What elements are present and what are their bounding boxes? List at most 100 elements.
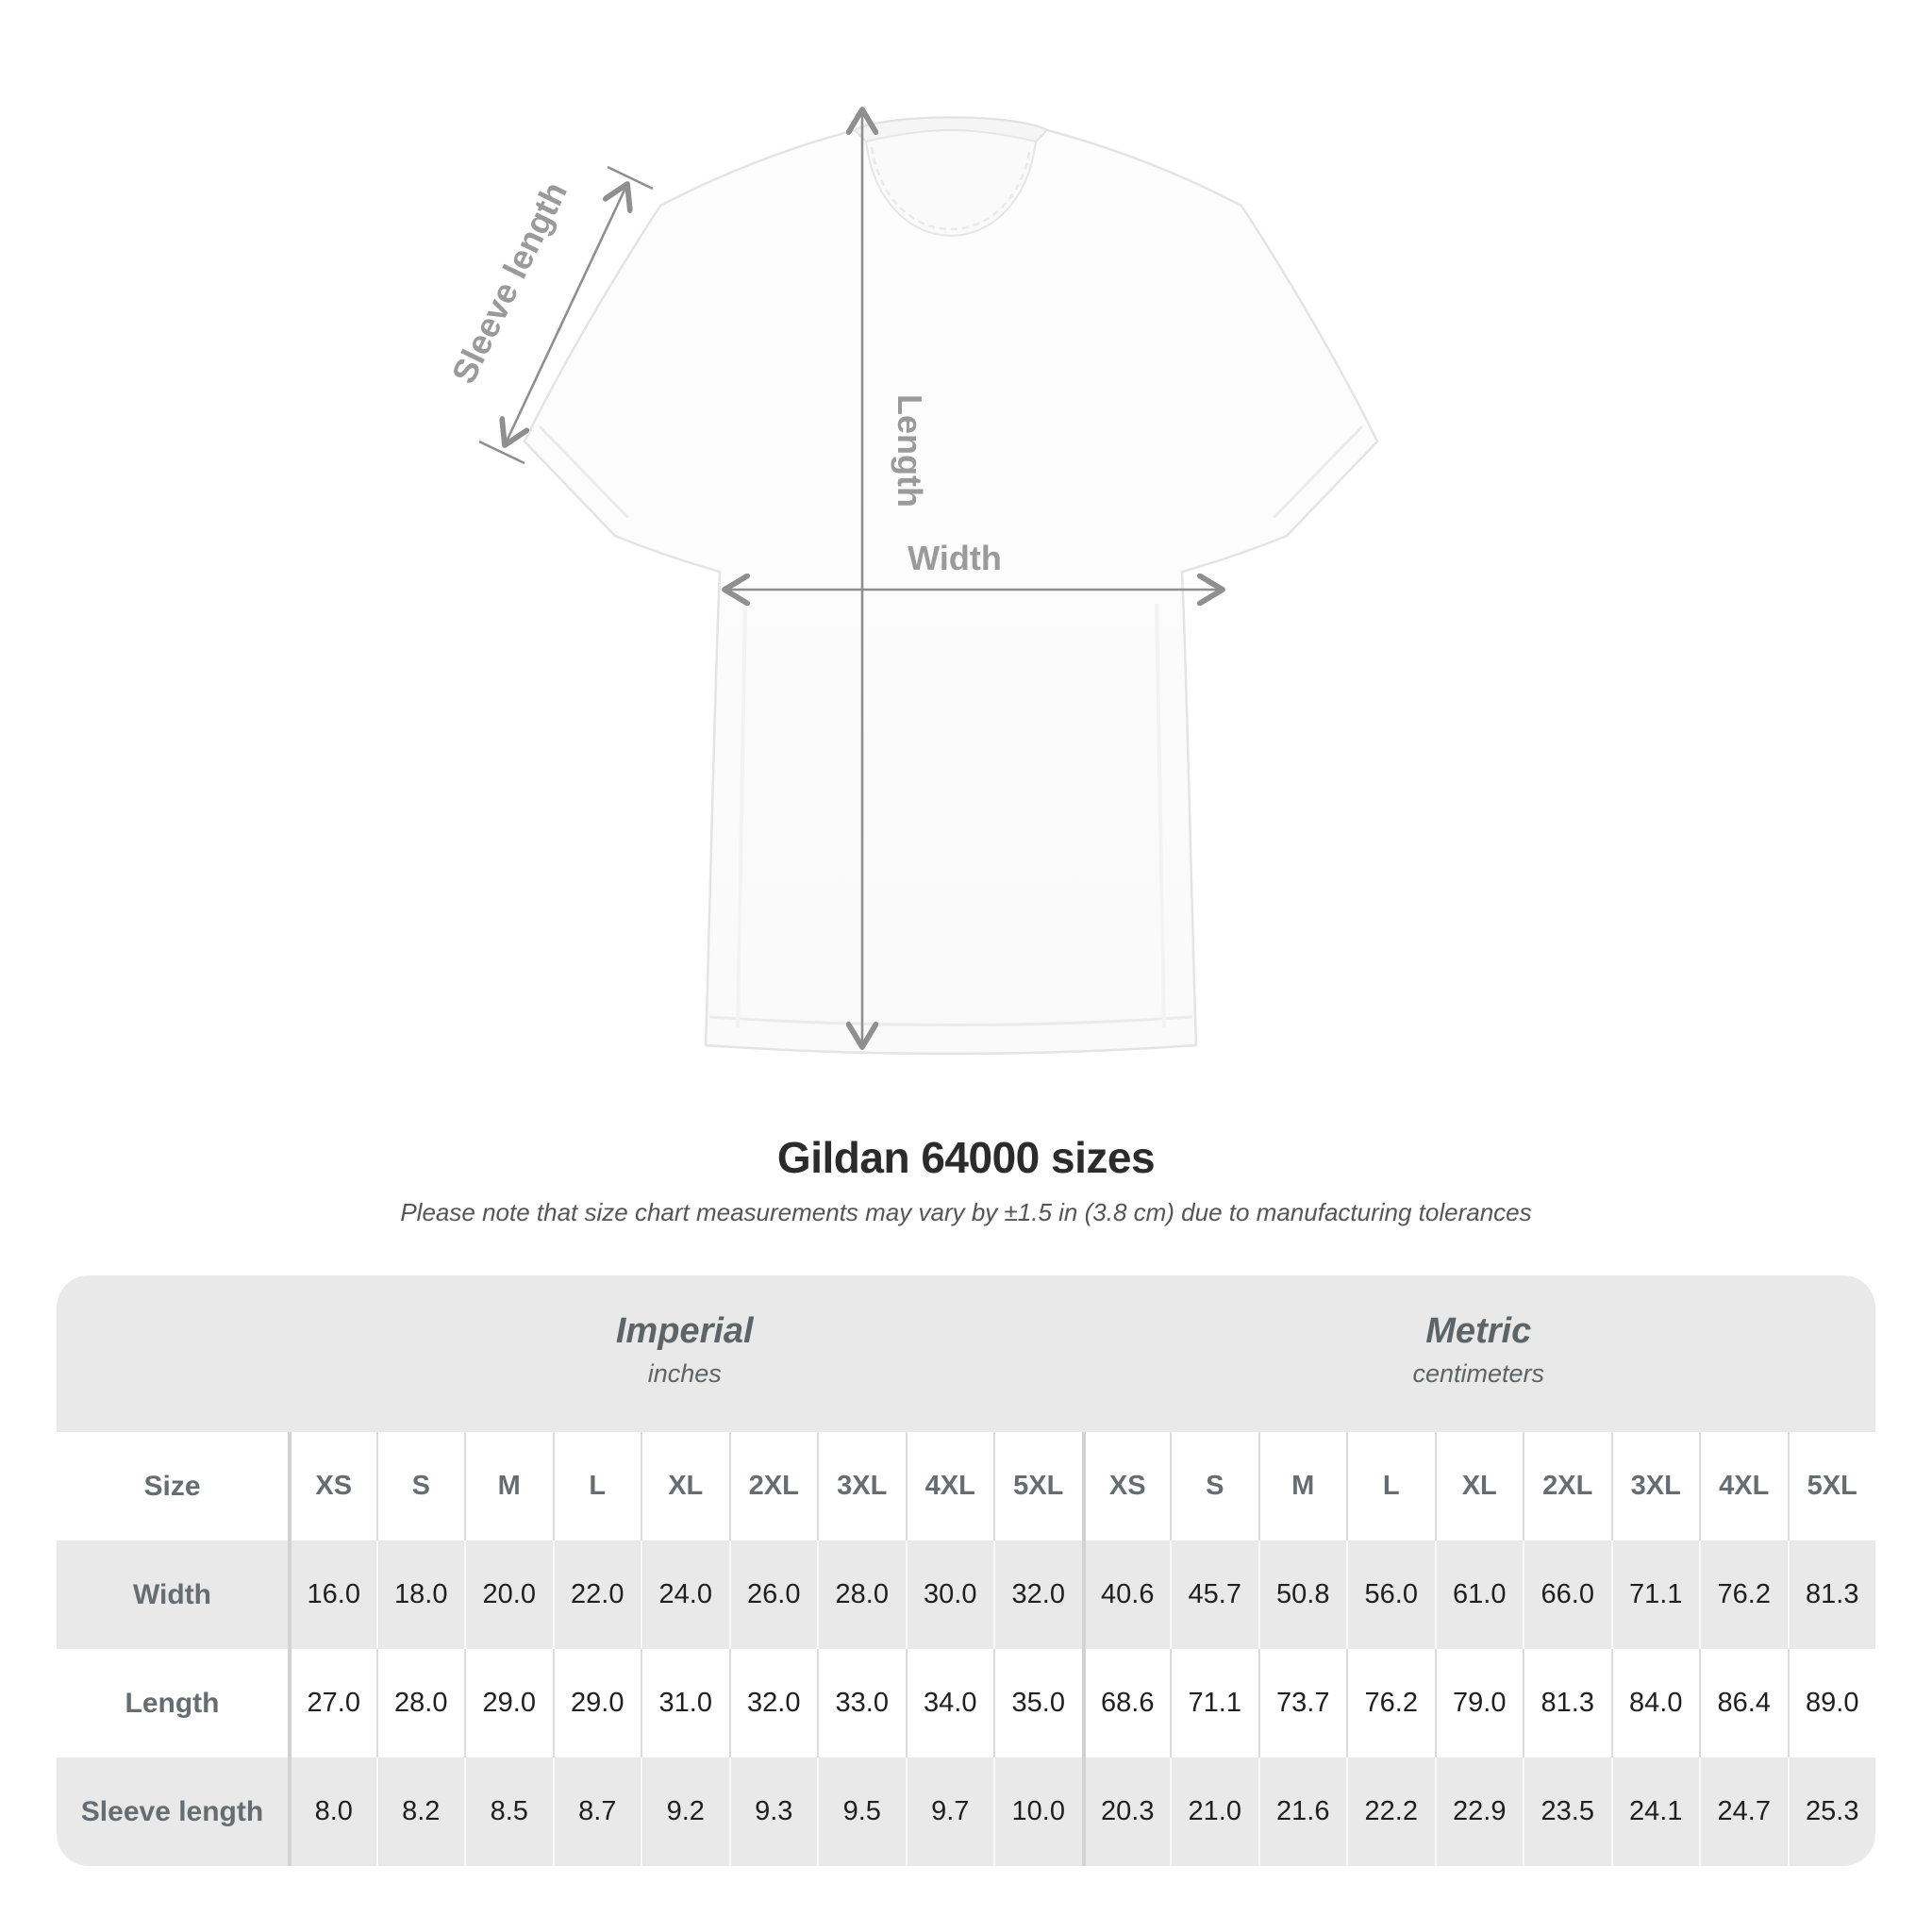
size-header-metric-s: S <box>1170 1432 1258 1541</box>
value-length-metric-l: 76.2 <box>1346 1649 1435 1757</box>
value-length-imperial-s: 28.0 <box>375 1649 464 1757</box>
imperial-header: Imperial inches <box>288 1275 1082 1432</box>
value-length-imperial-xl: 31.0 <box>641 1649 729 1757</box>
value-width-imperial-3xl: 28.0 <box>817 1541 906 1649</box>
size-header-metric-m: M <box>1257 1432 1346 1541</box>
value-sleeve-length-imperial-m: 8.5 <box>464 1757 553 1866</box>
value-width-imperial-s: 18.0 <box>375 1541 464 1649</box>
size-column-header: Size <box>57 1432 288 1541</box>
metric-header-unit: centimeters <box>1412 1359 1545 1388</box>
value-sleeve-length-imperial-3xl: 9.5 <box>817 1757 906 1866</box>
value-width-imperial-m: 20.0 <box>464 1541 553 1649</box>
value-width-metric-l: 56.0 <box>1346 1541 1435 1649</box>
value-sleeve-length-imperial-xl: 9.2 <box>641 1757 729 1866</box>
value-length-metric-m: 73.7 <box>1257 1649 1346 1757</box>
bottom-hem-seam <box>708 1015 1193 1026</box>
value-length-imperial-3xl: 33.0 <box>817 1649 906 1757</box>
value-sleeve-length-metric-xl: 22.9 <box>1434 1757 1523 1866</box>
value-sleeve-length-imperial-4xl: 9.7 <box>905 1757 993 1866</box>
row-label-sleeve-length: Sleeve length <box>57 1757 288 1866</box>
value-sleeve-length-imperial-xs: 8.0 <box>288 1757 376 1866</box>
value-sleeve-length-metric-5xl: 25.3 <box>1787 1757 1875 1866</box>
value-width-imperial-l: 22.0 <box>552 1541 641 1649</box>
metric-header-title: Metric <box>1425 1311 1532 1351</box>
body-crease <box>736 603 747 1029</box>
unit-header-band: Imperial inches Metric centimeters <box>57 1275 1875 1432</box>
value-sleeve-length-imperial-l: 8.7 <box>552 1757 641 1866</box>
tshirt-body <box>523 116 1379 1056</box>
value-width-imperial-xs: 16.0 <box>288 1541 376 1649</box>
value-length-metric-xs: 68.6 <box>1081 1649 1170 1757</box>
value-length-imperial-5xl: 35.0 <box>993 1649 1082 1757</box>
value-width-metric-3xl: 71.1 <box>1610 1541 1699 1649</box>
size-header-metric-xs: XS <box>1081 1432 1170 1541</box>
size-table-grid: Size XS S M L XL 2XL 3XL 4XL 5XL XS S M L XL 2XL 3XL 4XL 5… <box>57 1432 1875 1866</box>
value-width-metric-5xl: 81.3 <box>1787 1541 1875 1649</box>
sleeve-dimension-cap-top <box>607 165 654 191</box>
value-width-metric-2xl: 66.0 <box>1523 1541 1611 1649</box>
value-sleeve-length-metric-xs: 20.3 <box>1081 1757 1170 1866</box>
size-header-metric-2xl: 2XL <box>1523 1432 1611 1541</box>
page-subtitle: Please note that size chart measurements… <box>400 1198 1532 1226</box>
row-label-width: Width <box>57 1541 288 1649</box>
imperial-header-title: Imperial <box>615 1311 754 1351</box>
value-length-imperial-4xl: 34.0 <box>905 1649 993 1757</box>
value-sleeve-length-metric-2xl: 23.5 <box>1523 1757 1611 1866</box>
size-header-imperial-xs: XS <box>288 1432 376 1541</box>
value-sleeve-length-metric-m: 21.6 <box>1257 1757 1346 1866</box>
value-width-metric-s: 45.7 <box>1170 1541 1258 1649</box>
unit-header-spacer <box>57 1275 288 1432</box>
metric-header: Metric centimeters <box>1082 1275 1876 1432</box>
value-width-metric-4xl: 76.2 <box>1699 1541 1788 1649</box>
size-header-imperial-4xl: 4XL <box>905 1432 993 1541</box>
size-header-metric-xl: XL <box>1434 1432 1523 1541</box>
value-sleeve-length-imperial-2xl: 9.3 <box>728 1757 817 1866</box>
neck-opening <box>864 129 1038 237</box>
imperial-header-unit: inches <box>647 1359 722 1388</box>
value-width-imperial-4xl: 30.0 <box>905 1541 993 1649</box>
size-header-imperial-3xl: 3XL <box>817 1432 906 1541</box>
value-sleeve-length-imperial-s: 8.2 <box>375 1757 464 1866</box>
value-length-imperial-m: 29.0 <box>464 1649 553 1757</box>
sleeve-dimension-line <box>505 184 627 445</box>
value-width-metric-m: 50.8 <box>1257 1541 1346 1649</box>
value-length-metric-xl: 79.0 <box>1434 1649 1523 1757</box>
width-dimension-label: Width <box>908 539 1002 577</box>
tshirt-measurement-diagram: Length Width Sleeve length <box>443 0 1379 1056</box>
row-label-length: Length <box>57 1649 288 1757</box>
body-crease <box>1155 603 1166 1029</box>
size-header-metric-4xl: 4XL <box>1699 1432 1788 1541</box>
value-length-metric-2xl: 81.3 <box>1523 1649 1611 1757</box>
value-sleeve-length-metric-s: 21.0 <box>1170 1757 1258 1866</box>
right-sleeve-seam <box>1272 425 1364 520</box>
size-header-metric-3xl: 3XL <box>1610 1432 1699 1541</box>
value-length-imperial-2xl: 32.0 <box>728 1649 817 1757</box>
size-header-imperial-s: S <box>375 1432 464 1541</box>
value-length-metric-4xl: 86.4 <box>1699 1649 1788 1757</box>
value-length-metric-3xl: 84.0 <box>1610 1649 1699 1757</box>
value-length-imperial-xs: 27.0 <box>288 1649 376 1757</box>
size-header-imperial-2xl: 2XL <box>728 1432 817 1541</box>
sleeve-dimension-cap-bottom <box>478 440 525 465</box>
value-width-metric-xl: 61.0 <box>1434 1541 1523 1649</box>
value-sleeve-length-metric-4xl: 24.7 <box>1699 1757 1788 1866</box>
size-header-imperial-5xl: 5XL <box>993 1432 1082 1541</box>
value-sleeve-length-metric-3xl: 24.1 <box>1610 1757 1699 1866</box>
value-width-imperial-xl: 24.0 <box>641 1541 729 1649</box>
size-table: Imperial inches Metric centimeters Size X… <box>57 1275 1875 1866</box>
value-sleeve-length-metric-l: 22.2 <box>1346 1757 1435 1866</box>
value-length-metric-s: 71.1 <box>1170 1649 1258 1757</box>
value-length-imperial-l: 29.0 <box>552 1649 641 1757</box>
size-header-imperial-m: M <box>464 1432 553 1541</box>
size-header-imperial-l: L <box>552 1432 641 1541</box>
value-sleeve-length-imperial-5xl: 10.0 <box>993 1757 1082 1866</box>
length-dimension-label: Length <box>891 394 929 508</box>
value-width-imperial-5xl: 32.0 <box>993 1541 1082 1649</box>
size-header-metric-5xl: 5XL <box>1787 1432 1875 1541</box>
page-title: Gildan 64000 sizes <box>776 1133 1156 1182</box>
sleeve-dimension-label: Sleeve length <box>443 175 575 390</box>
collar-stitch <box>870 146 1032 231</box>
size-header-metric-l: L <box>1346 1432 1435 1541</box>
value-length-metric-5xl: 89.0 <box>1787 1649 1875 1757</box>
